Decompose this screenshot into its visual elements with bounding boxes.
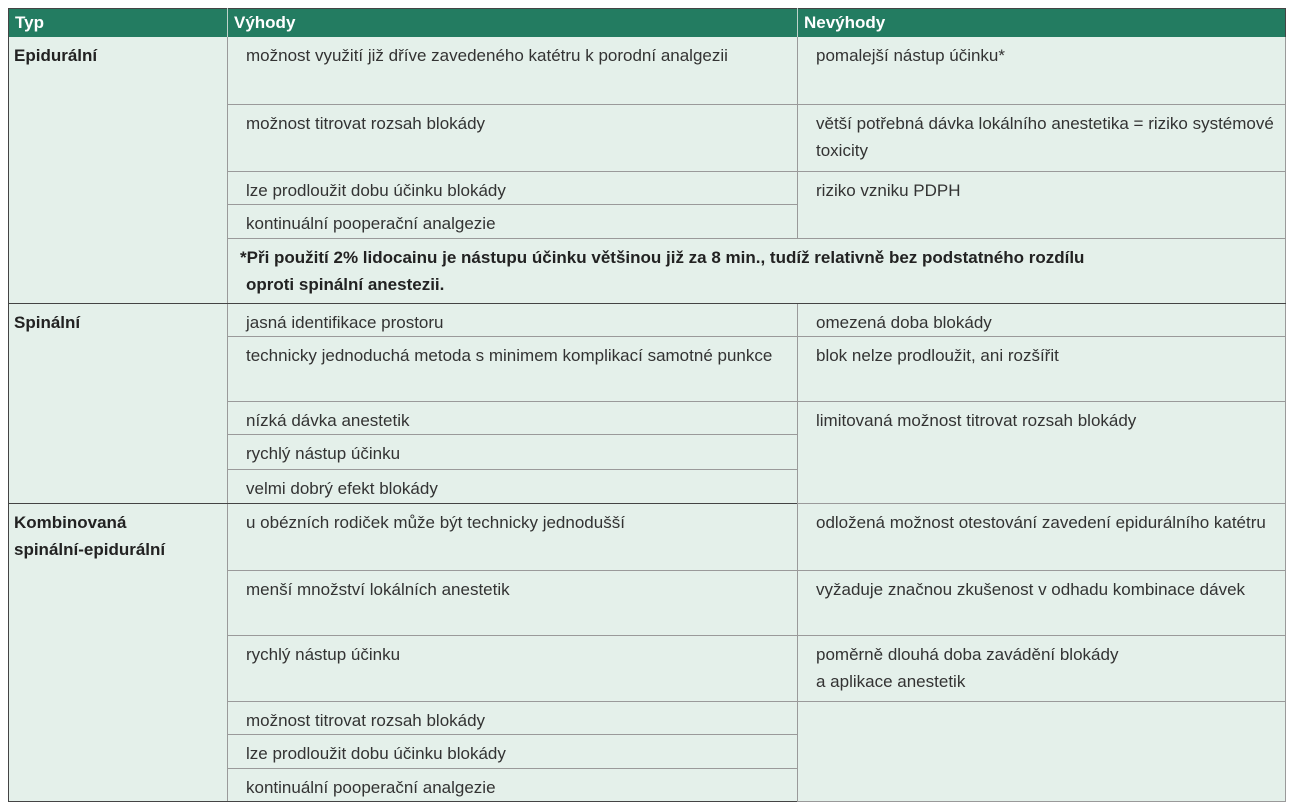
advantage-cell: možnost titrovat rozsah blokády [227, 104, 798, 172]
advantage-cell: menší množství lokálních anestetik [227, 570, 798, 636]
disadvantage-cell: větší potřebná dávka lokálního anestetik… [797, 104, 1286, 172]
disadvantage-cell-empty [797, 701, 1286, 802]
type-combined-line-2: spinální-epidurální [14, 539, 166, 559]
table-row: rychlý nástup účinku poměrně dlouhá doba… [9, 635, 1286, 702]
advantage-cell: kontinuální pooperační analgezie [227, 768, 798, 802]
table-row: menší množství lokálních anestetik vyžad… [9, 570, 1286, 636]
advantage-cell: rychlý nástup účinku [227, 635, 798, 702]
footnote-line-2: oproti spinální anestezii. [246, 274, 445, 294]
disadvantage-cell: odložená možnost otestování zavedení epi… [797, 503, 1286, 571]
header-type: Typ [8, 8, 228, 37]
disadvantage-cell: blok nelze prodloužit, ani rozšířit [797, 336, 1286, 402]
table-row: Epidurální možnost využití již dříve zav… [8, 37, 1286, 304]
header-row: Typ Výhody Nevýhody [8, 8, 1286, 37]
table-row: *Při použití 2% lidocainu je nástupu úči… [9, 238, 1286, 304]
footnote-line-1: *Při použití 2% lidocainu je nástupu úči… [240, 247, 1085, 267]
advantage-cell: kontinuální pooperační analgezie [227, 204, 798, 239]
disadvantage-line-1: poměrně dlouhá doba zavádění blokády [816, 644, 1119, 664]
table-row: kontinuální pooperační analgezie [9, 204, 1286, 239]
table-row: kontinuální pooperační analgezie [9, 768, 1286, 802]
advantage-cell: technicky jednoduchá metoda s minimem ko… [227, 336, 798, 402]
type-combined: Kombinovaná spinální-epidurální [8, 503, 228, 802]
epidural-footnote: *Při použití 2% lidocainu je nástupu úči… [227, 238, 1286, 304]
disadvantage-cell: riziko vzniku PDPH [797, 171, 1286, 239]
disadvantage-cell: vyžaduje značnou zkušenost v odhadu komb… [797, 570, 1286, 636]
advantage-cell: u obézních rodiček může být technicky je… [227, 503, 798, 571]
table-row: nízká dávka anestetik limitovaná možnost… [9, 401, 1286, 504]
disadvantage-cell: limitovaná možnost titrovat rozsah bloká… [797, 401, 1286, 504]
advantage-cell: rychlý nástup účinku [227, 434, 798, 470]
advantage-cell: nízká dávka anestetik [227, 401, 798, 435]
header-advantages: Výhody [227, 8, 798, 37]
disadvantage-cell: pomalejší nástup účinku* [797, 37, 1286, 105]
advantage-cell: jasná identifikace prostoru [227, 303, 798, 337]
type-combined-line-1: Kombinovaná [14, 512, 127, 532]
type-spinal: Spinální [8, 303, 228, 504]
table-row: možnost titrovat rozsah blokády [9, 701, 1286, 802]
advantage-cell: lze prodloužit dobu účinku blokády [227, 171, 798, 205]
disadvantage-cell: poměrně dlouhá doba zavádění blokády a a… [797, 635, 1286, 702]
table-row: technicky jednoduchá metoda s minimem ko… [9, 336, 1286, 402]
type-epidural: Epidurální [8, 37, 228, 304]
table-row: možnost titrovat rozsah blokády větší po… [9, 104, 1286, 172]
advantage-cell: velmi dobrý efekt blokády [227, 469, 798, 504]
header-disadvantages: Nevýhody [797, 8, 1286, 37]
table-row: rychlý nástup účinku [9, 434, 1286, 470]
table-row: velmi dobrý efekt blokády [9, 469, 1286, 504]
table-row: Kombinovaná spinální-epidurální u obézní… [8, 503, 1286, 802]
advantage-cell: možnost využití již dříve zavedeného kat… [227, 37, 798, 105]
comparison-table: Typ Výhody Nevýhody Epidurální možnost v… [8, 8, 1286, 802]
advantage-cell: možnost titrovat rozsah blokády [227, 701, 798, 735]
table-row: Spinální jasná identifikace prostoru ome… [8, 303, 1286, 504]
disadvantage-cell: omezená doba blokády [797, 303, 1286, 337]
table-row: lze prodloužit dobu účinku blokády [9, 734, 1286, 769]
advantage-cell: lze prodloužit dobu účinku blokády [227, 734, 798, 769]
disadvantage-line-2: a aplikace anestetik [816, 671, 966, 691]
table-row: lze prodloužit dobu účinku blokády rizik… [9, 171, 1286, 239]
